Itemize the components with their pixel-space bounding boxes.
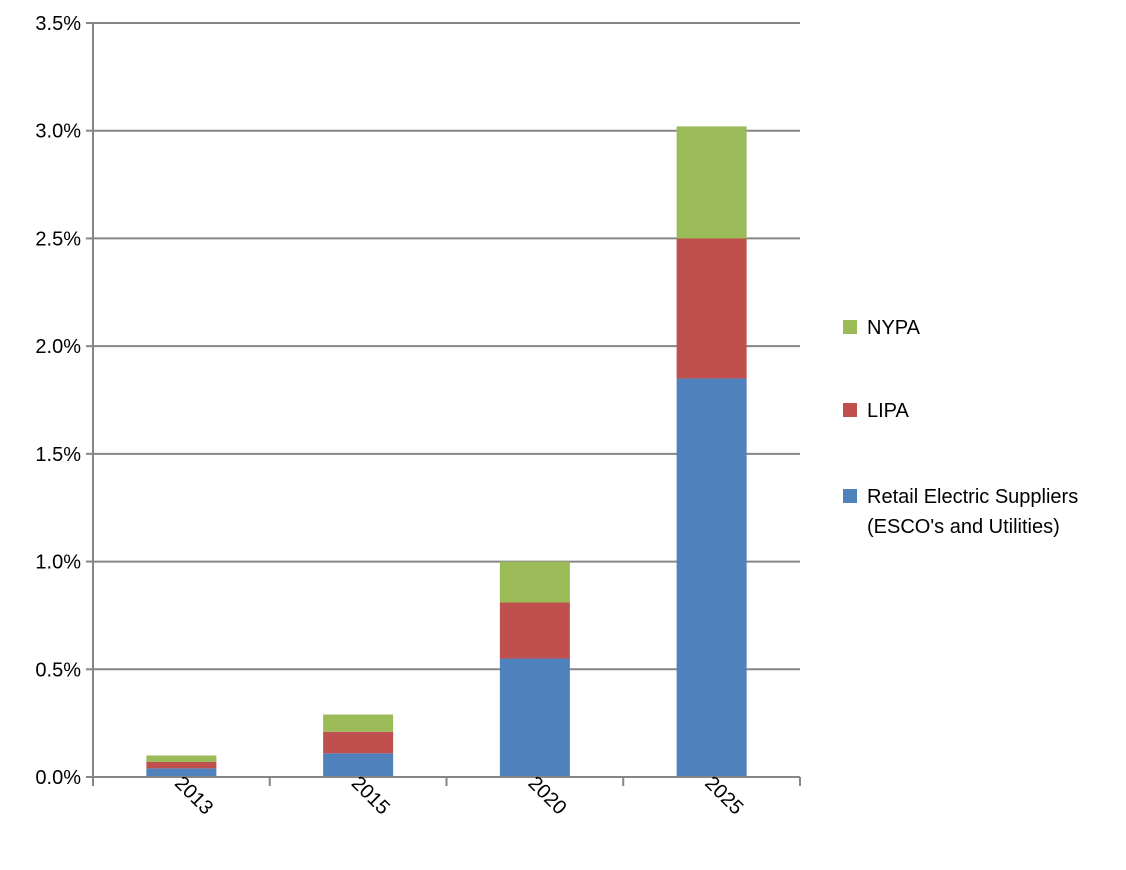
bar-segment (323, 731, 394, 754)
x-tick-label: 2020 (524, 772, 571, 819)
gridlines (93, 22, 800, 671)
y-tick-label: 1.5% (35, 444, 81, 466)
axes (86, 22, 801, 786)
y-tick-label: 3.0% (35, 121, 81, 143)
bar-segment (499, 658, 570, 777)
legend-item: NYPA (843, 317, 921, 339)
bar-segment (676, 238, 747, 379)
bar-segment (676, 126, 747, 239)
legend-swatch (843, 403, 857, 417)
bar-segment (499, 602, 570, 659)
y-tick-label: 2.5% (35, 228, 81, 250)
y-tick-label: 3.5% (35, 13, 81, 35)
legend-label: LIPA (867, 400, 910, 422)
y-tick-label: 0.5% (35, 659, 81, 681)
legend: NYPA LIPA Retail Electric Suppliers (ESCO's… (843, 317, 1078, 538)
x-tick-label: 2025 (700, 772, 747, 819)
bar-segment (146, 768, 217, 777)
legend-label: (ESCO's and Utilities) (867, 516, 1060, 538)
bar-segment (146, 755, 217, 762)
bar-segment (499, 561, 570, 603)
bar-segment (146, 761, 217, 769)
legend-label: NYPA (867, 317, 921, 339)
legend-swatch (843, 320, 857, 334)
bars (146, 126, 747, 777)
legend-label: Retail Electric Suppliers (867, 486, 1078, 508)
x-axis-tick-labels: 2013 2015 2020 2025 (170, 772, 747, 819)
y-tick-label: 2.0% (35, 336, 81, 358)
y-tick-label: 0.0% (35, 767, 81, 789)
legend-item: Retail Electric Suppliers (ESCO's and Uti… (843, 486, 1078, 538)
legend-swatch (843, 489, 857, 503)
legend-item: LIPA (843, 400, 910, 422)
x-tick-label: 2013 (170, 772, 217, 819)
y-axis-tick-labels: 0.0% 0.5% 1.0% 1.5% 2.0% 2.5% 3.0% 3.5% (35, 13, 81, 789)
bar-segment (323, 753, 394, 777)
bar-segment (323, 714, 394, 732)
y-tick-label: 1.0% (35, 552, 81, 574)
x-tick-label: 2015 (347, 772, 394, 819)
bar-segment (676, 378, 747, 777)
